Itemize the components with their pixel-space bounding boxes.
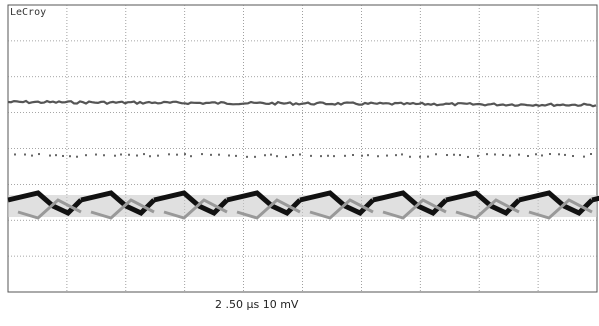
trace-dot bbox=[527, 155, 529, 157]
trace-dot bbox=[419, 156, 421, 158]
trace-dot bbox=[518, 154, 520, 156]
trace-dot bbox=[549, 153, 551, 155]
trace-dot bbox=[367, 154, 369, 156]
trace-dot bbox=[14, 153, 16, 155]
trace-dot bbox=[541, 154, 543, 156]
trace-dot bbox=[85, 154, 87, 156]
trace-dot bbox=[76, 156, 78, 158]
trace-dot bbox=[377, 155, 379, 157]
trace-dot bbox=[327, 155, 329, 157]
trace-dot bbox=[218, 154, 220, 156]
trace-dot bbox=[299, 153, 301, 155]
trace-dot bbox=[24, 154, 26, 156]
trace-dot bbox=[590, 153, 592, 155]
trace-dot bbox=[276, 155, 278, 157]
trace-dot bbox=[176, 154, 178, 156]
trace-dot bbox=[128, 154, 130, 156]
brand-label: LeCroy bbox=[10, 7, 46, 18]
trace-dot bbox=[143, 153, 145, 155]
trace-dot bbox=[459, 154, 461, 156]
trace-dot bbox=[201, 153, 203, 155]
trace-dot bbox=[486, 153, 488, 155]
trace-dot bbox=[427, 156, 429, 158]
trace-dot bbox=[190, 155, 192, 157]
trace-dot bbox=[149, 155, 151, 157]
trace-dot bbox=[157, 155, 159, 157]
trace-dot bbox=[38, 153, 40, 155]
trace-dot bbox=[210, 154, 212, 156]
trace-dot bbox=[69, 155, 71, 157]
trace-dot bbox=[564, 154, 566, 156]
trace-dot bbox=[435, 153, 437, 155]
trace-dot bbox=[136, 155, 138, 157]
trace-dot bbox=[49, 155, 51, 157]
trace-dot bbox=[401, 153, 403, 155]
trace-dot bbox=[31, 155, 33, 157]
trace-dot bbox=[446, 154, 448, 156]
trace-dot bbox=[62, 155, 64, 157]
trace-dot bbox=[168, 153, 170, 155]
trace-dot bbox=[120, 153, 122, 155]
scope-screen: LeCroy 2 .50 µs 10 mV bbox=[0, 0, 599, 326]
trace-dot bbox=[114, 155, 116, 157]
trace-dot bbox=[502, 154, 504, 156]
trace-dot bbox=[285, 156, 287, 158]
trace-dot bbox=[572, 155, 574, 157]
trace-dot bbox=[333, 155, 335, 157]
page: {"screen": {"brand": "LeCroy"}, "footer"… bbox=[0, 0, 599, 326]
trace-dot bbox=[583, 156, 585, 158]
trace-dot bbox=[254, 156, 256, 158]
trace-dot bbox=[264, 154, 266, 156]
trace-dot bbox=[467, 156, 469, 158]
trace-dot bbox=[228, 154, 230, 156]
trace-dot bbox=[292, 154, 294, 156]
trace-dot bbox=[395, 154, 397, 156]
trace-dot bbox=[535, 153, 537, 155]
trace-dot bbox=[320, 155, 322, 157]
trace-dot bbox=[494, 153, 496, 155]
trace-2-settings: 2 .50 µs 10 mV bbox=[215, 298, 299, 311]
trace-dot bbox=[352, 154, 354, 156]
trace-dot bbox=[558, 153, 560, 155]
trace-dot bbox=[409, 156, 411, 158]
trace-dot bbox=[55, 154, 57, 156]
trace-dot bbox=[361, 155, 363, 157]
trace-dot bbox=[95, 154, 97, 156]
trace-dot bbox=[103, 154, 105, 156]
trace-dot bbox=[235, 155, 237, 157]
trace-dot bbox=[477, 155, 479, 157]
trace-dot bbox=[453, 154, 455, 156]
trace-dot bbox=[246, 156, 248, 158]
trace-dot bbox=[184, 153, 186, 155]
trace-dot bbox=[386, 155, 388, 157]
trace-dot bbox=[270, 154, 272, 156]
trace-dot bbox=[509, 155, 511, 157]
trace-dot bbox=[310, 155, 312, 157]
trace-dot bbox=[344, 155, 346, 157]
